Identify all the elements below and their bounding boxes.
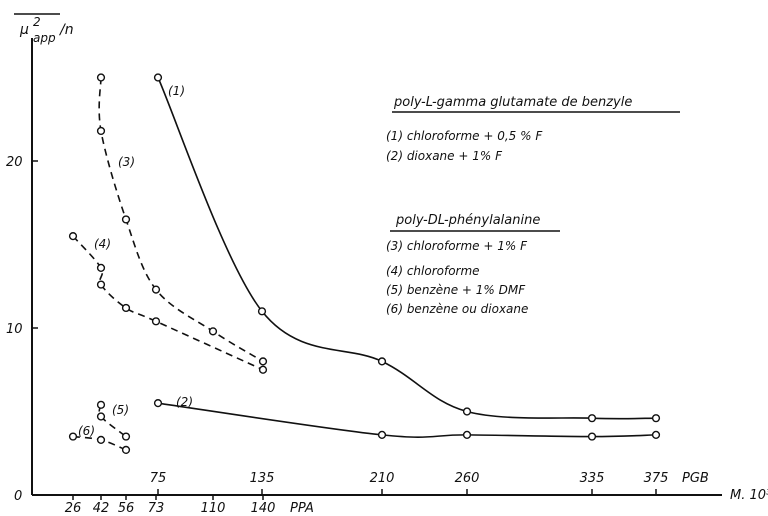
series-label-6: (6) [78,424,95,438]
data-point [651,414,661,423]
x-tick-label-pgb: 260 [455,471,480,486]
x-tick-label-ppa: 26 [65,501,82,516]
x-tick-label-ppa: 42 [93,501,110,516]
data-point [68,232,78,241]
series-3 [96,73,268,366]
y-axis-label: μ 2 app /n [14,13,74,45]
series-5 [96,400,131,441]
series-label-3: (3) [118,155,135,169]
data-point [153,399,163,408]
data-point [462,407,472,416]
data-point [258,357,268,366]
data-point [96,400,106,409]
y-ticks: 0 10 20 [6,155,38,504]
data-point [151,317,161,326]
x-axis-label-ppa: PPA [290,501,314,516]
x-tick-label-pgb: 210 [370,471,395,486]
series-label-1: (1) [168,84,185,98]
data-point [121,215,131,224]
data-point [96,435,106,444]
series-4 [68,232,268,374]
data-point [258,365,268,374]
x-tick-label-ppa: 56 [118,501,135,516]
legend: poly-L-gamma glutamate de benzyle (1) ch… [386,95,680,316]
series-1 [153,73,661,423]
x-tick-label-ppa: 73 [148,501,165,516]
legend-item-3: (3) chloroforme + 1% F [386,239,528,253]
x-axis-label-pgb: PGB [682,471,709,486]
legend-item-5: (5) benzène + 1% DMF [386,283,526,297]
legend-group1-title: poly-L-gamma glutamate de benzyle [393,95,632,110]
legend-item-2: (2) dioxane + 1% F [386,149,503,163]
data-point [121,432,131,441]
x-tick-label-ppa: 140 [251,501,276,516]
series-label-4: (4) [94,237,111,251]
data-point [587,432,597,441]
x-tick-label-pgb: 375 [644,471,669,486]
data-point [96,280,106,289]
svg-text:2: 2 [33,15,41,29]
x-tick-label-pgb: 335 [580,471,605,486]
legend-item-6: (6) benzène ou dioxane [386,302,528,316]
data-point [96,263,106,272]
data-point [96,126,106,136]
x-tick-label-ppa: 110 [201,501,226,516]
data-point [96,73,106,82]
series-6 [68,432,131,455]
data-point [68,432,78,441]
svg-text:μ: μ [19,22,29,38]
data-point [208,327,218,336]
data-point [587,414,597,423]
series-line [72,235,264,371]
y-tick-label: 10 [6,322,23,337]
data-point [153,73,163,82]
data-point [151,285,161,294]
y-tick-label: 20 [6,155,23,170]
data-point [121,445,131,455]
data-point [121,303,131,313]
data-point [377,357,387,366]
legend-item-1: (1) chloroforme + 0,5 % F [386,129,543,143]
x-tick-label-pgb: 135 [250,471,275,486]
svg-text:app: app [33,31,56,45]
legend-item-4: (4) chloroforme [386,264,480,278]
series-label-2: (2) [176,395,193,409]
x-axis-label: M. 10³ [730,488,768,503]
series-2 [153,399,661,441]
series-label-5: (5) [112,403,129,417]
series-line [157,402,657,438]
y-tick-label: 0 [14,489,22,504]
x-tick-label-pgb: 75 [150,471,167,486]
legend-group2-title: poly-DL-phénylalanine [395,213,540,228]
x-ticks: 75 135 210 260 335 375 26 42 56 73 110 140 [65,471,669,516]
series-group [68,73,661,455]
data-point [651,430,661,439]
data-point [462,430,472,439]
data-point [96,412,106,421]
data-point [257,307,267,316]
data-point [377,430,387,439]
svg-text:/n: /n [58,22,74,38]
